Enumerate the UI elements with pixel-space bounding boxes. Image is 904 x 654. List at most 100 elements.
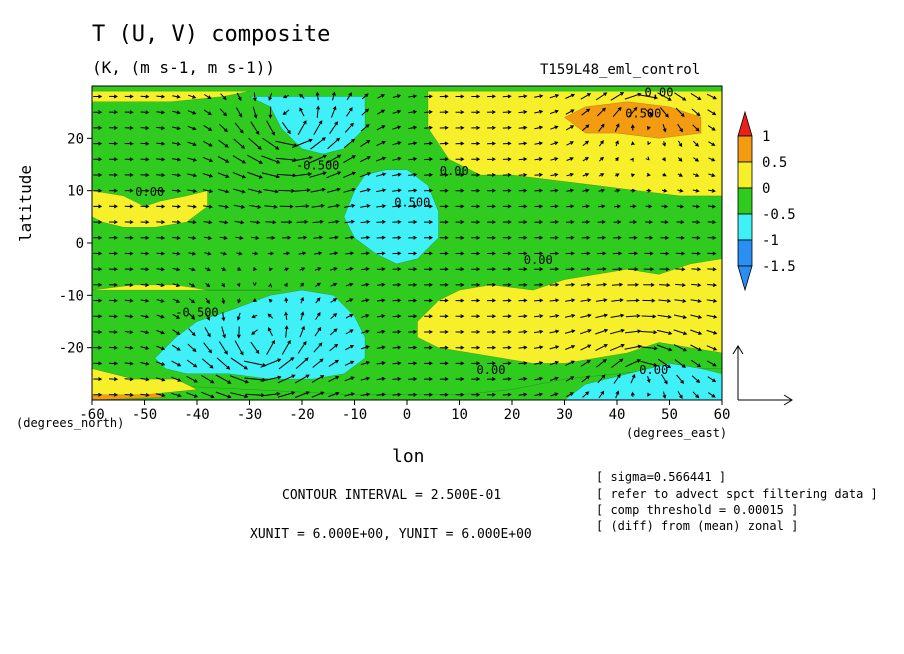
wind-vector-178	[376, 329, 386, 334]
wind-vector-151	[580, 344, 592, 351]
wind-vector-797	[674, 92, 687, 101]
wind-vector-97	[360, 361, 371, 366]
wind-vector-219	[392, 314, 402, 319]
wind-vector-358	[691, 267, 702, 272]
y-tick-label-3: 10	[67, 184, 84, 200]
wind-vector-548	[534, 188, 544, 193]
wind-vector-125	[171, 344, 181, 351]
wind-vector-523	[140, 188, 150, 193]
wind-vector-528	[217, 188, 230, 194]
wind-vector-428	[534, 235, 544, 240]
wind-vector-416	[344, 235, 355, 240]
wind-vector-401	[109, 235, 118, 240]
wind-vector-217	[361, 314, 370, 318]
wind-vector-395	[644, 251, 654, 256]
wind-vector-608	[217, 156, 230, 163]
wind-vector-543	[455, 188, 465, 193]
wind-vector-654	[310, 137, 326, 150]
wind-vector-80	[93, 361, 103, 366]
wind-vector-596	[662, 172, 667, 177]
wind-vector-453	[296, 219, 309, 224]
wind-vector-159	[706, 345, 718, 351]
wind-vector-45	[171, 376, 182, 382]
wind-vector-200	[93, 314, 103, 319]
wind-vector-331	[268, 267, 274, 272]
wind-vector-519	[707, 204, 717, 209]
wind-vector-2	[124, 392, 134, 397]
wind-vector-228	[534, 314, 544, 319]
wind-vector-165	[172, 329, 181, 335]
x-axis-label: lon	[392, 446, 425, 467]
wind-vector-268	[534, 298, 544, 303]
wind-vector-348	[534, 267, 544, 272]
wind-vector-642	[124, 141, 134, 146]
wind-vector-671	[582, 140, 590, 147]
wind-vector-345	[487, 267, 496, 272]
wind-vector-156	[656, 344, 673, 352]
wind-vector-675	[647, 141, 652, 146]
wind-vector-483	[140, 204, 150, 209]
wind-vector-239	[706, 314, 718, 319]
wind-vector-8	[215, 391, 232, 399]
wind-vector-327	[204, 267, 211, 272]
colorbar-label-1: 0.5	[762, 155, 787, 171]
wind-vector-431	[581, 235, 591, 240]
wind-vector-0	[93, 392, 103, 397]
wind-vector-762	[124, 94, 134, 99]
wind-vector-454	[312, 219, 324, 224]
wind-vector-744	[471, 110, 481, 115]
wind-vector-664	[471, 141, 481, 146]
wind-vector-630	[566, 157, 574, 161]
wind-vector-701	[424, 125, 433, 130]
wind-vector-464	[471, 220, 481, 225]
wind-vector-537	[359, 188, 371, 193]
wind-vector-415	[329, 235, 339, 240]
wind-vector-161	[109, 330, 118, 335]
x-tick-label-11: 50	[661, 407, 678, 423]
wind-vector-128	[218, 341, 228, 355]
wind-vector-567	[202, 173, 214, 178]
wind-vector-425	[487, 235, 496, 240]
wind-vector-383	[455, 251, 465, 256]
wind-vector-768	[220, 93, 227, 101]
wind-vector-385	[487, 251, 496, 256]
chart-subtitle: (K, (m s-1, m s-1))	[92, 58, 276, 77]
contour-label-4: 0.00	[524, 253, 553, 267]
wind-vector-335	[330, 267, 338, 271]
wind-vector-507	[518, 204, 528, 209]
note-sigma: [ sigma=0.566441 ]	[596, 470, 727, 484]
wind-vector-329	[237, 267, 242, 271]
wind-vector-162	[124, 330, 134, 335]
x-tick-label-9: 30	[556, 407, 573, 423]
wind-vector-111	[580, 359, 591, 367]
wind-vector-788	[534, 94, 544, 99]
wind-vector-595	[646, 172, 651, 177]
wind-vector-477	[676, 220, 685, 225]
colorbar-bin-4	[737, 239, 753, 267]
wind-vector-770	[252, 92, 257, 102]
wind-vector-298	[376, 282, 386, 287]
wind-vector-707	[518, 125, 528, 130]
wind-vector-646	[187, 141, 197, 146]
wind-vector-396	[660, 251, 670, 256]
wind-vector-5	[171, 392, 182, 398]
wind-vector-631	[582, 157, 589, 162]
wind-vector-468	[534, 220, 544, 225]
wind-vector-27	[518, 392, 528, 397]
wind-vector-9	[230, 392, 249, 399]
wind-vector-112	[596, 359, 607, 368]
wind-vector-511	[582, 204, 590, 209]
wind-vector-709	[550, 125, 559, 130]
wind-vector-21	[423, 392, 434, 397]
wind-vector-557	[677, 188, 684, 193]
wind-vector-583	[455, 172, 465, 177]
wind-vector-337	[361, 267, 370, 272]
wind-vector-607	[202, 156, 214, 162]
wind-vector-20	[408, 392, 418, 397]
wind-vector-61	[424, 377, 433, 382]
wind-vector-285	[172, 283, 181, 287]
wind-vector-318	[691, 283, 702, 288]
wind-vector-52	[277, 374, 296, 384]
wind-vector-787	[518, 94, 528, 99]
wind-vector-716	[662, 124, 667, 133]
